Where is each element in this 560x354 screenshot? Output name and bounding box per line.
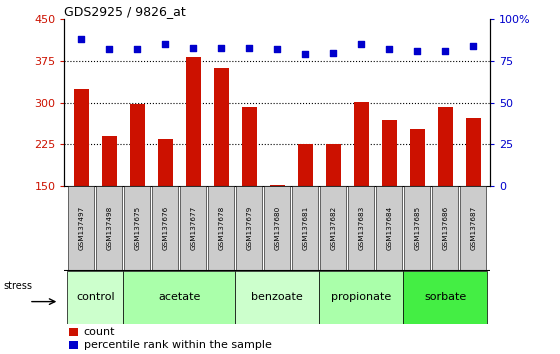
Bar — [236, 186, 262, 271]
Point — [357, 42, 366, 47]
Point — [161, 42, 170, 47]
Bar — [180, 186, 207, 271]
Point — [189, 45, 198, 51]
Text: propionate: propionate — [331, 292, 391, 302]
Text: GSM137497: GSM137497 — [78, 206, 84, 251]
Bar — [353, 102, 369, 186]
Bar — [213, 68, 229, 186]
Point — [273, 47, 282, 52]
Text: GSM137683: GSM137683 — [358, 206, 364, 251]
Text: GSM137675: GSM137675 — [134, 206, 140, 251]
Text: GSM137686: GSM137686 — [442, 206, 448, 251]
Bar — [101, 136, 117, 186]
Bar — [208, 186, 235, 271]
Bar — [152, 186, 178, 271]
Point — [217, 45, 226, 51]
Text: GSM137685: GSM137685 — [414, 206, 420, 251]
Text: GSM137498: GSM137498 — [106, 206, 112, 251]
Text: GSM137679: GSM137679 — [246, 206, 252, 251]
Bar — [320, 186, 346, 271]
Bar — [73, 89, 89, 186]
Point — [413, 48, 422, 54]
Text: stress: stress — [3, 281, 32, 291]
Text: GDS2925 / 9826_at: GDS2925 / 9826_at — [64, 5, 186, 18]
Text: count: count — [83, 327, 115, 337]
Point — [133, 47, 142, 52]
Point — [77, 36, 86, 42]
Text: GSM137676: GSM137676 — [162, 206, 168, 251]
Bar — [381, 120, 397, 186]
Bar — [69, 327, 78, 336]
Bar — [235, 271, 319, 324]
Point — [441, 48, 450, 54]
Bar — [319, 271, 403, 324]
Text: control: control — [76, 292, 114, 302]
Bar — [123, 271, 235, 324]
Bar — [264, 186, 290, 271]
Text: GSM137684: GSM137684 — [386, 206, 392, 251]
Bar — [348, 186, 374, 271]
Bar — [124, 186, 150, 271]
Text: GSM137687: GSM137687 — [470, 206, 476, 251]
Text: benzoate: benzoate — [251, 292, 303, 302]
Bar — [185, 57, 201, 186]
Bar — [403, 271, 487, 324]
Point — [105, 47, 114, 52]
Point — [385, 47, 394, 52]
Bar — [129, 104, 145, 186]
Text: percentile rank within the sample: percentile rank within the sample — [83, 340, 272, 350]
Text: acetate: acetate — [158, 292, 200, 302]
Text: GSM137680: GSM137680 — [274, 206, 280, 251]
Bar — [376, 186, 402, 271]
Bar — [269, 185, 285, 186]
Bar — [460, 186, 486, 271]
Bar — [157, 139, 173, 186]
Bar — [96, 186, 123, 271]
Text: GSM137682: GSM137682 — [330, 206, 336, 251]
Bar — [409, 129, 425, 186]
Point — [469, 43, 478, 49]
Bar — [297, 144, 313, 186]
Bar — [241, 107, 257, 186]
Point — [245, 45, 254, 51]
Bar — [67, 271, 123, 324]
Text: sorbate: sorbate — [424, 292, 466, 302]
Point — [301, 52, 310, 57]
Point — [329, 50, 338, 56]
Bar — [432, 186, 458, 271]
Bar — [465, 118, 481, 186]
Text: GSM137678: GSM137678 — [218, 206, 224, 251]
Bar — [292, 186, 318, 271]
Bar — [325, 144, 341, 186]
Text: GSM137681: GSM137681 — [302, 206, 308, 251]
Text: GSM137677: GSM137677 — [190, 206, 196, 251]
Bar — [69, 341, 78, 349]
Bar — [404, 186, 430, 271]
Bar — [437, 107, 453, 186]
Bar — [68, 186, 94, 271]
